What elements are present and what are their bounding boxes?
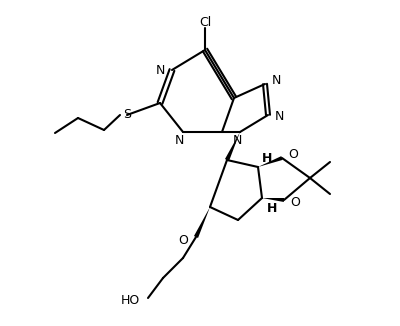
Text: N: N [156,64,165,77]
Text: S: S [123,109,131,122]
Text: N: N [275,111,284,124]
Polygon shape [194,207,210,238]
Polygon shape [262,198,284,202]
Text: N: N [272,73,281,86]
Text: H: H [262,152,272,165]
Text: H: H [267,201,277,215]
Text: N: N [174,134,184,146]
Polygon shape [258,156,283,167]
Text: O: O [290,197,300,210]
Text: O: O [178,233,188,246]
Text: Cl: Cl [199,17,211,29]
Text: HO: HO [121,294,140,307]
Text: O: O [288,149,298,161]
Text: N: N [232,135,242,147]
Polygon shape [225,132,240,161]
